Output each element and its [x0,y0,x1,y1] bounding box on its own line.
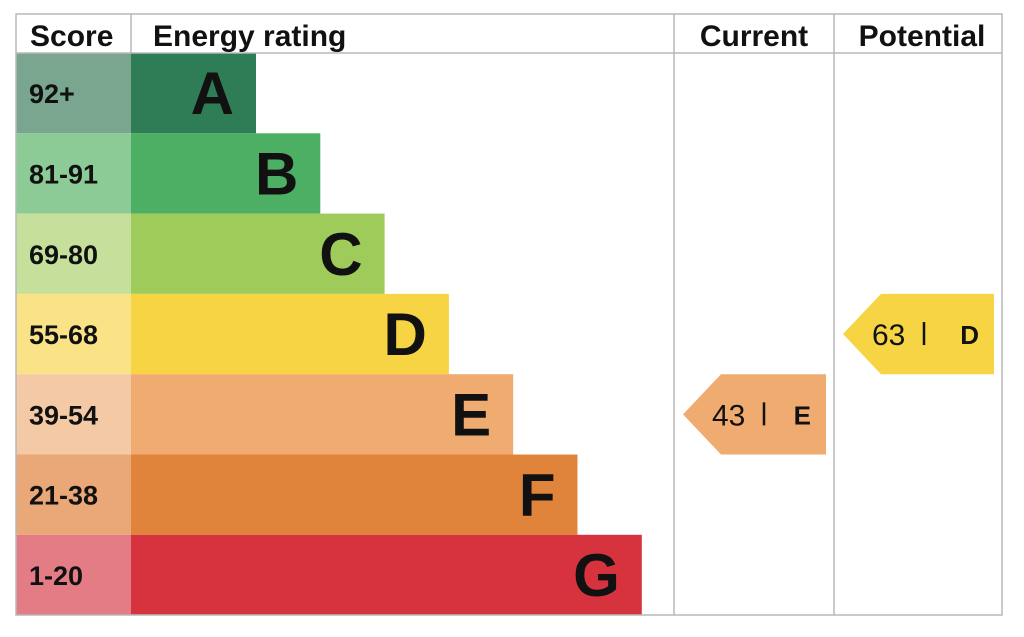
rating-letter-b: B [255,140,298,207]
header-score: Score [30,20,113,53]
rating-bar-f [131,454,578,535]
potential-rating-arrow [843,293,994,375]
score-cell-a [16,53,131,134]
score-cell-g [16,534,131,616]
header-current: Current [700,20,808,53]
score-cell-e [16,374,131,455]
rating-bar-e [131,374,514,455]
potential-rating-value: 63 [872,319,905,352]
score-label-b: 81-91 [29,159,98,189]
potential-rating-letter: D [960,320,979,350]
score-label-a: 92+ [29,79,75,109]
score-label-e: 39-54 [29,400,98,430]
rating-letter-a: A [191,60,234,127]
rating-letter-c: C [319,221,362,288]
score-cell-d [16,293,131,375]
header-energy-rating: Energy rating [153,20,346,53]
header-potential: Potential [859,20,986,53]
current-rating-arrow [683,374,826,455]
rating-letter-g: G [573,542,620,609]
bands-layer: 92+ A 81-91 B 69-80 C 55-68 D 39-54 E 21-38 F 1-20 G [16,53,642,616]
current-rating-value: 43 [712,399,745,432]
table-border [15,13,1003,616]
score-label-d: 55-68 [29,320,98,350]
grid-lines [15,13,1003,616]
score-label-f: 21-38 [29,481,98,511]
arrows-layer: 43 E 63 D [683,293,994,455]
rating-bar-d [131,293,449,375]
rating-bar-a [131,53,256,134]
rating-bar-b [131,133,321,214]
score-label-c: 69-80 [29,240,98,270]
score-cell-f [16,454,131,535]
rating-letter-e: E [451,381,491,448]
rating-letter-f: F [519,462,556,529]
current-rating-letter: E [794,400,811,430]
score-cell-b [16,133,131,214]
score-label-g: 1-20 [29,561,83,591]
rating-bar-g [131,534,642,616]
score-cell-c [16,213,131,294]
rating-letter-d: D [384,301,427,368]
rating-bar-c [131,213,385,294]
